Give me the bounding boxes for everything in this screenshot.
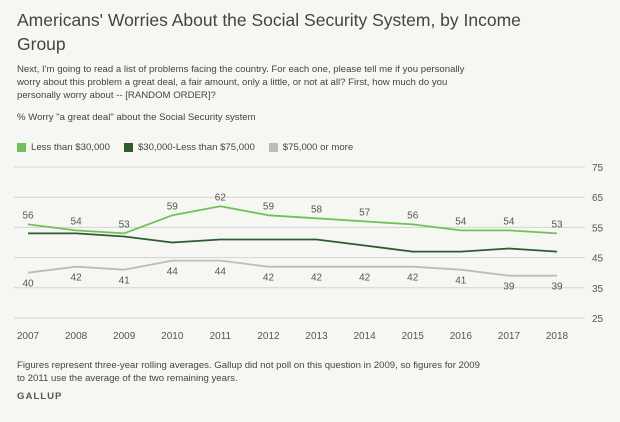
data-label-s1-2010: 59 — [167, 201, 179, 212]
x-tick-label-2008: 2008 — [65, 331, 88, 342]
legend-label-2: $30,000-Less than $75,000 — [137, 142, 255, 153]
data-label-s3-2013: 42 — [311, 273, 323, 284]
source-label: GALLUP — [17, 391, 63, 402]
data-label-s1-2007: 56 — [22, 210, 34, 221]
x-tick-label-2017: 2017 — [498, 331, 521, 342]
y-tick-label-45: 45 — [592, 254, 604, 265]
chart-legend: Less than $30,000 $30,000-Less than $75,0… — [17, 142, 353, 153]
x-tick-label-2007: 2007 — [17, 331, 40, 342]
legend-item-2: $30,000-Less than $75,000 — [123, 142, 255, 153]
x-tick-label-2015: 2015 — [402, 331, 425, 342]
x-tick-label-2014: 2014 — [354, 331, 377, 342]
data-label-s1-2009: 53 — [119, 219, 131, 230]
data-label-s3-2017: 39 — [503, 282, 515, 293]
legend-item-1: Less than $30,000 — [17, 142, 110, 153]
y-tick-label-75: 75 — [592, 163, 604, 174]
x-tick-label-2012: 2012 — [257, 331, 280, 342]
x-tick-label-2013: 2013 — [305, 331, 328, 342]
data-label-s1-2012: 59 — [263, 201, 275, 212]
legend-swatch-1 — [17, 143, 26, 152]
data-label-s1-2017: 54 — [503, 216, 515, 227]
legend-item-3: $75,000 or more — [268, 142, 354, 153]
data-label-s3-2009: 41 — [119, 276, 131, 287]
chart-subtitle: % Worry "a great deal" about the Social … — [17, 112, 256, 123]
data-label-s1-2013: 58 — [311, 204, 323, 215]
y-tick-label-55: 55 — [592, 223, 604, 234]
data-label-s3-2018: 39 — [551, 282, 563, 293]
x-tick-label-2018: 2018 — [546, 331, 569, 342]
y-tick-label-65: 65 — [592, 193, 604, 204]
data-label-s1-2011: 62 — [215, 192, 227, 203]
data-label-s3-2008: 42 — [71, 273, 83, 284]
data-label-s3-2007: 40 — [22, 279, 34, 290]
data-label-s3-2015: 42 — [407, 273, 419, 284]
data-label-s1-2016: 54 — [455, 216, 467, 227]
legend-label-3: $75,000 or more — [282, 142, 354, 153]
line-chart: 25 35 45 55 65 75 2007 2008 2009 2010 2011 2012 2013… — [14, 163, 604, 342]
series-line-1 — [27, 205, 558, 235]
series-line-2 — [28, 232, 558, 253]
data-label-s3-2014: 42 — [359, 273, 371, 284]
y-tick-label-25: 25 — [592, 314, 604, 325]
x-tick-label-2011: 2011 — [210, 331, 232, 342]
y-tick-label-35: 35 — [592, 284, 604, 295]
survey-question: Next, I'm going to read a list of proble… — [17, 64, 465, 101]
series-line-3 — [27, 259, 557, 277]
data-label-s1-2008: 54 — [71, 216, 83, 227]
chart-footnote: Figures represent three-year rolling ave… — [17, 360, 480, 384]
data-label-s1-2018: 53 — [551, 219, 563, 230]
legend-label-1: Less than $30,000 — [31, 142, 110, 153]
data-label-s3-2011: 44 — [215, 267, 227, 278]
legend-swatch-2 — [123, 143, 133, 152]
data-label-s1-2014: 57 — [359, 207, 371, 218]
data-label-s1-2015: 56 — [407, 210, 419, 221]
data-label-s3-2010: 44 — [167, 267, 179, 278]
x-tick-label-2010: 2010 — [161, 331, 184, 342]
x-tick-label-2016: 2016 — [450, 331, 473, 342]
x-tick-label-2009: 2009 — [113, 331, 136, 342]
data-label-s3-2012: 42 — [263, 273, 275, 284]
legend-swatch-3 — [268, 143, 278, 152]
data-label-s3-2016: 41 — [455, 276, 467, 287]
chart-title: Americans' Worries About the Social Secu… — [17, 10, 521, 54]
